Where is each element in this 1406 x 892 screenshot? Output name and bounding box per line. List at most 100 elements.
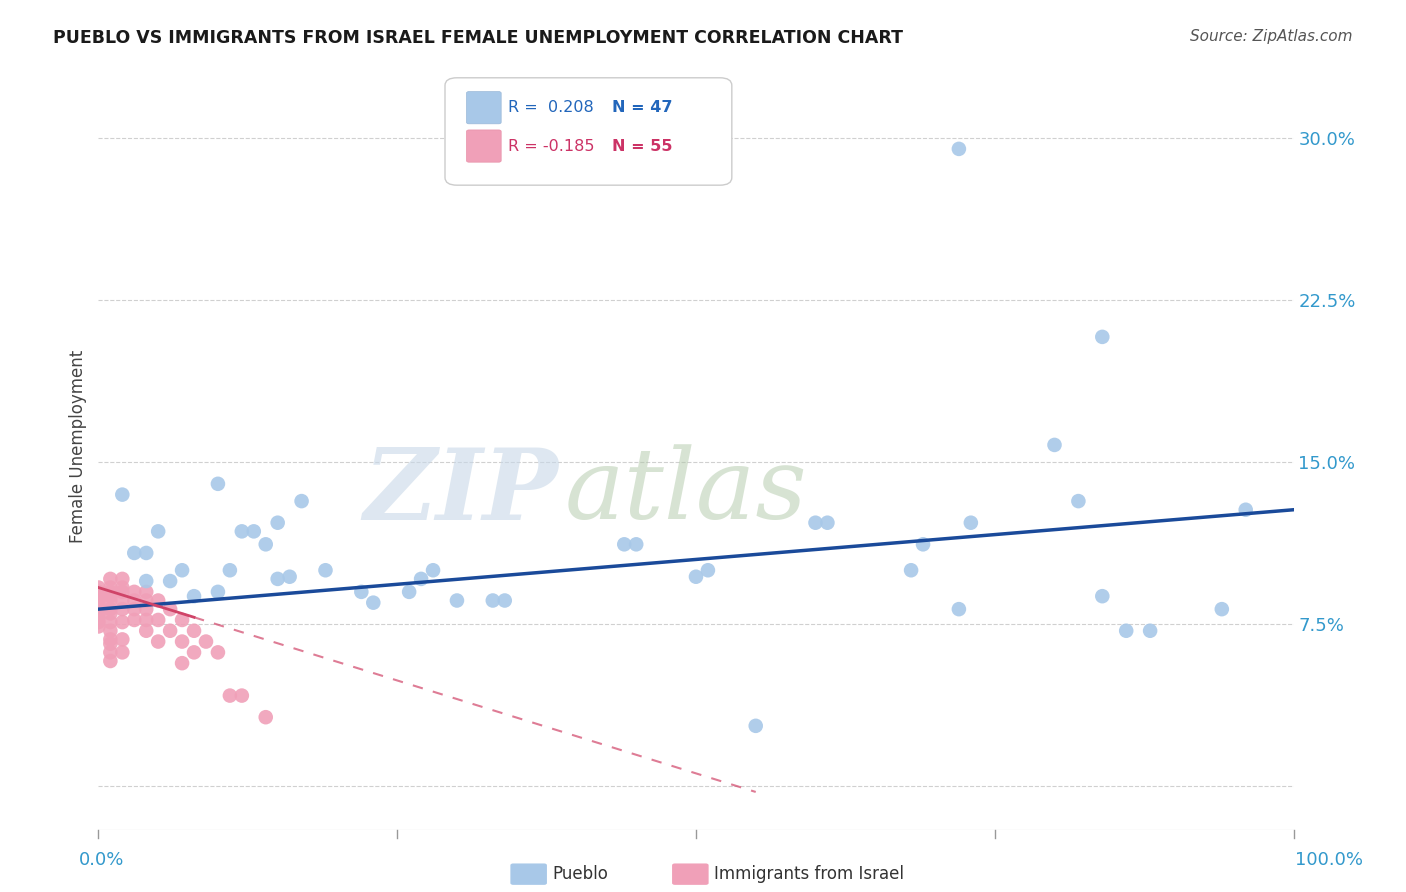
Point xyxy=(1139,624,1161,638)
Point xyxy=(98,585,122,599)
Point xyxy=(87,598,110,612)
Point xyxy=(98,645,122,659)
Point xyxy=(1091,330,1114,344)
Point xyxy=(98,607,122,621)
Point xyxy=(278,570,301,584)
Point xyxy=(148,593,170,607)
Point xyxy=(195,634,218,648)
Text: R = -0.185: R = -0.185 xyxy=(509,138,595,153)
Point xyxy=(481,593,505,607)
Point xyxy=(111,572,134,586)
Point xyxy=(1091,589,1114,603)
FancyBboxPatch shape xyxy=(467,92,501,124)
Point xyxy=(124,602,146,616)
Point xyxy=(124,546,146,560)
Text: N = 55: N = 55 xyxy=(613,138,673,153)
Text: N = 47: N = 47 xyxy=(613,100,673,115)
FancyBboxPatch shape xyxy=(446,78,733,186)
Point xyxy=(111,615,134,629)
Point xyxy=(87,611,110,625)
Point xyxy=(111,593,134,607)
Point xyxy=(159,602,181,616)
Point xyxy=(124,585,146,599)
Text: R =  0.208: R = 0.208 xyxy=(509,100,595,115)
Point xyxy=(135,613,157,627)
Point xyxy=(87,619,110,633)
Text: 0.0%: 0.0% xyxy=(79,851,124,869)
Point xyxy=(87,615,110,629)
Point xyxy=(948,142,970,156)
Y-axis label: Female Unemployment: Female Unemployment xyxy=(69,350,87,542)
Point xyxy=(398,585,420,599)
Point xyxy=(422,563,444,577)
Point xyxy=(697,563,720,577)
Text: atlas: atlas xyxy=(565,444,807,540)
Point xyxy=(135,546,157,560)
Point xyxy=(111,645,134,659)
Point xyxy=(148,524,170,539)
Point xyxy=(626,537,648,551)
Point xyxy=(1043,438,1066,452)
Point xyxy=(98,572,122,586)
Point xyxy=(159,574,181,588)
Point xyxy=(98,602,122,616)
Point xyxy=(87,602,110,616)
Text: Source: ZipAtlas.com: Source: ZipAtlas.com xyxy=(1189,29,1353,44)
Point xyxy=(267,572,290,586)
Point xyxy=(446,593,468,607)
Point xyxy=(87,581,110,595)
Point xyxy=(172,563,194,577)
Point xyxy=(1067,494,1090,508)
Point xyxy=(911,537,934,551)
Point xyxy=(135,602,157,616)
Point xyxy=(87,589,110,603)
Point xyxy=(87,593,110,607)
Point xyxy=(98,632,122,647)
Point xyxy=(350,585,373,599)
Point xyxy=(745,719,768,733)
Text: 100.0%: 100.0% xyxy=(1295,851,1362,869)
Point xyxy=(494,593,516,607)
Point xyxy=(267,516,290,530)
Point xyxy=(900,563,922,577)
Point xyxy=(219,689,242,703)
Point xyxy=(87,585,110,599)
Point xyxy=(231,524,253,539)
Point xyxy=(111,581,134,595)
Point xyxy=(243,524,266,539)
Text: Pueblo: Pueblo xyxy=(553,865,609,883)
Point xyxy=(135,593,157,607)
Point xyxy=(1234,502,1257,516)
Point xyxy=(124,593,146,607)
Point xyxy=(960,516,983,530)
Point xyxy=(124,613,146,627)
Point xyxy=(172,613,194,627)
Point xyxy=(1211,602,1233,616)
Point xyxy=(172,634,194,648)
Point xyxy=(98,589,122,603)
Point xyxy=(135,624,157,638)
Point xyxy=(948,602,970,616)
Point xyxy=(254,537,277,551)
Point xyxy=(111,632,134,647)
Point xyxy=(183,645,205,659)
Point xyxy=(291,494,314,508)
Point xyxy=(685,570,707,584)
Point xyxy=(815,516,838,530)
Point xyxy=(135,585,157,599)
Text: ZIP: ZIP xyxy=(364,444,558,541)
FancyBboxPatch shape xyxy=(467,130,501,162)
Point xyxy=(231,689,253,703)
Point xyxy=(98,581,122,595)
Point xyxy=(1115,624,1137,638)
Point xyxy=(98,637,122,651)
Point xyxy=(98,654,122,668)
Point xyxy=(159,624,181,638)
Point xyxy=(98,624,122,638)
Point xyxy=(183,589,205,603)
Text: PUEBLO VS IMMIGRANTS FROM ISRAEL FEMALE UNEMPLOYMENT CORRELATION CHART: PUEBLO VS IMMIGRANTS FROM ISRAEL FEMALE … xyxy=(53,29,904,46)
Point xyxy=(613,537,636,551)
Point xyxy=(172,656,194,670)
Point xyxy=(87,607,110,621)
Point xyxy=(411,572,433,586)
